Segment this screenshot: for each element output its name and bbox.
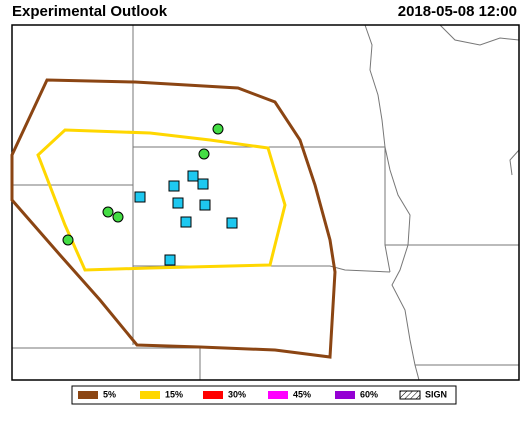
map-frame [11, 24, 520, 381]
legend-swatch [78, 391, 98, 399]
legend-swatch [268, 391, 288, 399]
outlook-5pct [10, 78, 337, 359]
report-square [172, 197, 184, 209]
report-square [168, 180, 180, 192]
legend-swatch [140, 391, 160, 399]
reports [62, 123, 238, 266]
legend-swatch [399, 390, 421, 400]
report-square [199, 199, 211, 211]
report-square [134, 191, 146, 203]
legend-label: 45% [293, 389, 311, 399]
legend-label: 60% [360, 389, 378, 399]
legend-swatch [335, 391, 355, 399]
report-square [226, 217, 238, 229]
legend: 5% 15% 30% 45% 60% SIGN [78, 389, 447, 400]
report-circle [212, 123, 224, 135]
legend-label: 30% [228, 389, 246, 399]
state-borders [12, 24, 520, 381]
timestamp: 2018-05-08 12:00 [398, 3, 517, 20]
report-circle [198, 148, 210, 160]
report-circle [112, 211, 124, 223]
legend-label: SIGN [425, 389, 447, 399]
report-circle [62, 234, 74, 246]
outlook-15pct [36, 128, 287, 272]
report-circle [102, 206, 114, 218]
report-square [180, 216, 192, 228]
report-square [187, 170, 199, 182]
legend-swatch [203, 391, 223, 399]
report-square [164, 254, 176, 266]
legend-label: 15% [165, 389, 183, 399]
title: Experimental Outlook [12, 3, 168, 20]
legend-label: 5% [103, 389, 116, 399]
report-square [197, 178, 209, 190]
legend-box [71, 385, 457, 405]
